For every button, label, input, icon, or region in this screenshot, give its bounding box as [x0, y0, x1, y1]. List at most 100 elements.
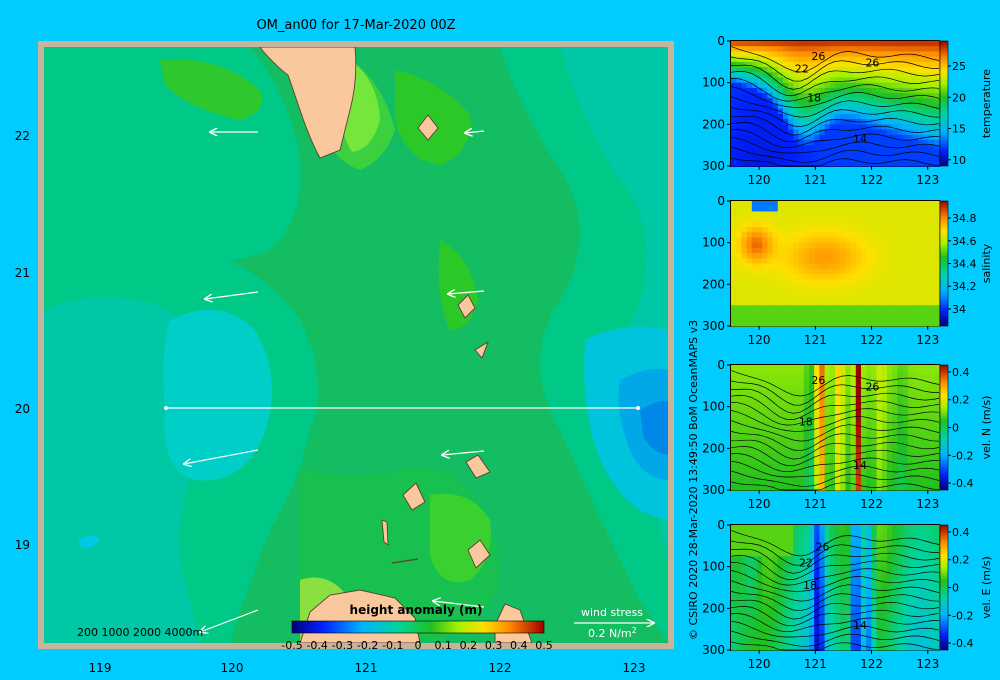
section-cell — [741, 139, 748, 146]
section-cell — [933, 525, 940, 531]
section-cell — [840, 247, 846, 254]
section-cell — [881, 206, 888, 213]
section-cell — [861, 437, 867, 444]
section-cell — [783, 294, 789, 301]
section-cell — [793, 273, 800, 280]
section-cell — [918, 566, 924, 573]
section-cell — [866, 284, 872, 291]
section-cell — [913, 608, 919, 615]
section-cell — [892, 299, 898, 306]
section-cell — [907, 72, 914, 79]
section-cell — [861, 150, 867, 157]
section-cell — [793, 294, 800, 301]
section-cell — [845, 247, 852, 254]
section-cell — [777, 411, 784, 418]
section-cell — [741, 453, 748, 460]
section-cell — [866, 299, 872, 306]
section-cell — [835, 370, 841, 377]
section-cell — [783, 56, 789, 63]
section-cell — [876, 401, 883, 408]
section-cell — [757, 545, 763, 552]
section-cell — [881, 571, 888, 578]
section-cell — [907, 253, 914, 259]
contour-label: 14 — [853, 133, 867, 146]
section-cell — [855, 561, 862, 568]
section-cell — [772, 469, 779, 475]
section-cell — [731, 273, 737, 280]
section-cell — [933, 258, 940, 265]
section-cell — [850, 385, 857, 392]
section-cell — [887, 551, 893, 557]
section-cell — [902, 72, 909, 79]
section-cell — [907, 608, 914, 615]
section-cell — [814, 61, 820, 68]
section-cell — [746, 67, 753, 73]
section-cell — [757, 370, 763, 377]
section-cell — [855, 227, 862, 233]
section-cell — [923, 56, 930, 63]
section-cell — [751, 644, 758, 651]
section-cell — [767, 401, 774, 408]
section-cell — [850, 417, 857, 423]
section-cell — [803, 422, 810, 429]
section-cell — [913, 427, 919, 434]
section-cell — [772, 556, 779, 563]
section-cell — [819, 305, 826, 311]
section-cell — [897, 221, 904, 228]
section-cell — [777, 294, 784, 301]
section-cell — [798, 253, 805, 259]
section-cell — [887, 417, 893, 423]
section-cell — [762, 530, 768, 537]
section-cell — [819, 119, 826, 125]
section-contour-line — [730, 431, 940, 452]
section-cell — [783, 375, 789, 382]
section-cell — [772, 119, 779, 125]
section-cell — [741, 129, 748, 136]
section-cell — [845, 206, 852, 213]
section-cell — [933, 582, 940, 589]
section-cell — [783, 61, 789, 68]
section-cell — [736, 284, 742, 291]
section-contour-line — [730, 446, 940, 467]
section-cell — [907, 427, 914, 434]
section-cell — [892, 216, 898, 223]
section-cell — [777, 160, 784, 167]
section-cell — [777, 129, 784, 136]
section-cell — [798, 422, 805, 429]
section-cell — [751, 530, 758, 537]
section-cell — [757, 396, 763, 403]
section-cell — [876, 82, 883, 89]
section-cell — [907, 422, 914, 429]
section-cell — [777, 469, 784, 475]
section-cell — [746, 551, 753, 557]
section-cell — [767, 77, 774, 84]
section-cell — [819, 592, 826, 599]
section-cell — [928, 474, 935, 481]
section-cell — [814, 124, 820, 131]
section-cell — [757, 380, 763, 387]
section-cell — [746, 618, 753, 625]
section-cell — [819, 448, 826, 455]
section-cell — [762, 582, 768, 589]
section-cell — [918, 253, 924, 259]
section-cell — [814, 474, 820, 481]
section-cell — [855, 232, 862, 239]
section-cell — [767, 103, 774, 110]
section-cell — [819, 315, 826, 322]
section-cell — [835, 597, 841, 604]
section-cell — [861, 294, 867, 301]
section-cell — [850, 458, 857, 465]
section-cell — [897, 603, 904, 609]
section-cell — [850, 453, 857, 460]
section-cell — [835, 634, 841, 641]
section-cell — [783, 211, 789, 218]
section-cell — [861, 98, 867, 105]
section-cell — [803, 242, 810, 249]
section-cell — [803, 571, 810, 578]
section-cell — [798, 98, 805, 105]
section-cell — [913, 411, 919, 418]
section-cell — [793, 535, 800, 542]
section-cell — [814, 221, 820, 228]
section-cell — [897, 305, 904, 311]
section-ytick-label: 0 — [717, 34, 725, 48]
